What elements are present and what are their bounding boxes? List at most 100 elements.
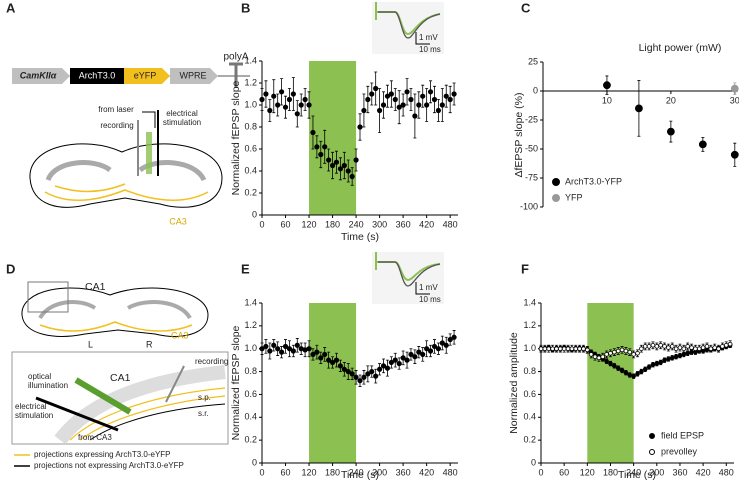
x-tick-label: 300 bbox=[649, 467, 664, 477]
data-point bbox=[546, 346, 552, 352]
annotation: recording bbox=[100, 121, 133, 130]
data-point bbox=[263, 91, 269, 97]
data-point bbox=[677, 345, 683, 350]
annotation: electrical bbox=[15, 402, 47, 411]
data-point bbox=[357, 124, 363, 130]
legend-marker bbox=[552, 178, 560, 186]
x-tick-label: 240 bbox=[349, 467, 364, 477]
scale-label: 1 mV bbox=[419, 33, 438, 42]
data-point bbox=[619, 368, 625, 373]
data-point bbox=[573, 346, 579, 352]
region-label: CA1 bbox=[85, 281, 106, 293]
y-tick-label: 0.4 bbox=[244, 165, 257, 175]
data-point bbox=[698, 140, 707, 149]
data-point bbox=[635, 104, 643, 113]
data-point bbox=[443, 93, 449, 99]
electrode bbox=[165, 365, 185, 403]
panel-label: E bbox=[241, 261, 250, 276]
data-point bbox=[290, 91, 296, 97]
y-tick-label: 0.8 bbox=[244, 366, 257, 376]
data-point bbox=[275, 346, 281, 352]
data-point bbox=[550, 346, 555, 352]
annotation: illumination bbox=[28, 381, 68, 390]
data-point bbox=[380, 363, 387, 369]
panel-label: F bbox=[521, 261, 529, 276]
data-point bbox=[619, 347, 625, 353]
y-tick-label: 0.8 bbox=[244, 121, 257, 131]
data-point bbox=[612, 363, 617, 369]
data-point bbox=[294, 342, 300, 348]
y-tick-label: 1.0 bbox=[244, 99, 257, 109]
y-tick-label: 0 bbox=[533, 85, 538, 95]
data-point bbox=[666, 127, 675, 136]
data-point bbox=[365, 371, 371, 377]
legend-label: projections not expressing ArchT3.0-eYFP bbox=[34, 461, 184, 470]
data-point bbox=[561, 346, 567, 352]
x-tick-label: 60 bbox=[281, 219, 291, 229]
annotation: stimulation bbox=[15, 411, 53, 420]
x-tick-label: 180 bbox=[325, 467, 340, 477]
slice-d: CA1 L R CA3 optical illumination CA1 rec… bbox=[11, 281, 229, 470]
data-point bbox=[392, 96, 398, 103]
data-point bbox=[400, 102, 406, 108]
data-point bbox=[646, 344, 652, 349]
y-tick-label: 1.0 bbox=[523, 343, 536, 353]
gene-box bbox=[70, 68, 124, 84]
y-tick-label: 0.6 bbox=[244, 389, 257, 399]
y-tick-label: 0.6 bbox=[523, 389, 536, 399]
x-tick-label: 480 bbox=[443, 219, 458, 229]
data-point bbox=[396, 104, 402, 110]
data-point bbox=[588, 352, 594, 357]
panel-label: D bbox=[6, 261, 15, 276]
y-tick-label: 1.2 bbox=[244, 77, 257, 87]
construct: CamKIIα ArchT3.0 eYFP WPRE polyA bbox=[12, 52, 250, 88]
annotation: optical bbox=[28, 372, 51, 381]
data-point bbox=[361, 107, 367, 114]
data-point bbox=[431, 343, 438, 350]
trace bbox=[378, 11, 441, 39]
data-point bbox=[302, 96, 308, 103]
data-point bbox=[376, 366, 383, 372]
y-tick-label: 1.4 bbox=[244, 55, 257, 65]
data-point bbox=[373, 85, 379, 92]
data-point bbox=[369, 91, 375, 97]
data-point bbox=[627, 372, 633, 378]
data-point bbox=[271, 93, 277, 99]
data-point bbox=[557, 346, 563, 352]
terminator-label: polyA bbox=[223, 52, 248, 63]
trace-inset: 1 mV 10 ms bbox=[372, 252, 444, 304]
data-point bbox=[392, 357, 398, 363]
data-point bbox=[306, 346, 312, 352]
data-point bbox=[326, 157, 332, 163]
data-point bbox=[569, 346, 575, 352]
data-point bbox=[408, 96, 414, 103]
stimulus-period bbox=[587, 303, 634, 463]
data-point bbox=[318, 355, 324, 361]
x-tick-label: 60 bbox=[281, 467, 291, 477]
data-point bbox=[685, 344, 690, 349]
x-tick-label: 300 bbox=[372, 219, 387, 229]
data-point bbox=[424, 102, 430, 108]
light-fiber bbox=[74, 377, 132, 415]
x-tick-label: 420 bbox=[419, 219, 434, 229]
data-point bbox=[271, 342, 277, 348]
x-tick-label: 360 bbox=[396, 219, 411, 229]
data-point bbox=[412, 354, 418, 360]
data-point bbox=[612, 349, 617, 355]
y-tick-label: -100 bbox=[520, 201, 538, 211]
cell-layer bbox=[45, 160, 207, 182]
y-tick-label: 0.4 bbox=[244, 412, 257, 422]
data-point bbox=[592, 354, 598, 360]
data-point bbox=[654, 361, 660, 366]
data-point bbox=[384, 93, 391, 99]
data-point bbox=[318, 151, 324, 158]
data-point bbox=[424, 346, 430, 352]
data-point bbox=[700, 345, 706, 350]
y-tick-label: 0 bbox=[252, 457, 257, 467]
data-point bbox=[314, 144, 320, 150]
zoom-box bbox=[27, 281, 69, 313]
panel-label: A bbox=[6, 0, 16, 15]
data-point bbox=[666, 345, 671, 350]
y-tick-label: 0 bbox=[531, 457, 536, 467]
